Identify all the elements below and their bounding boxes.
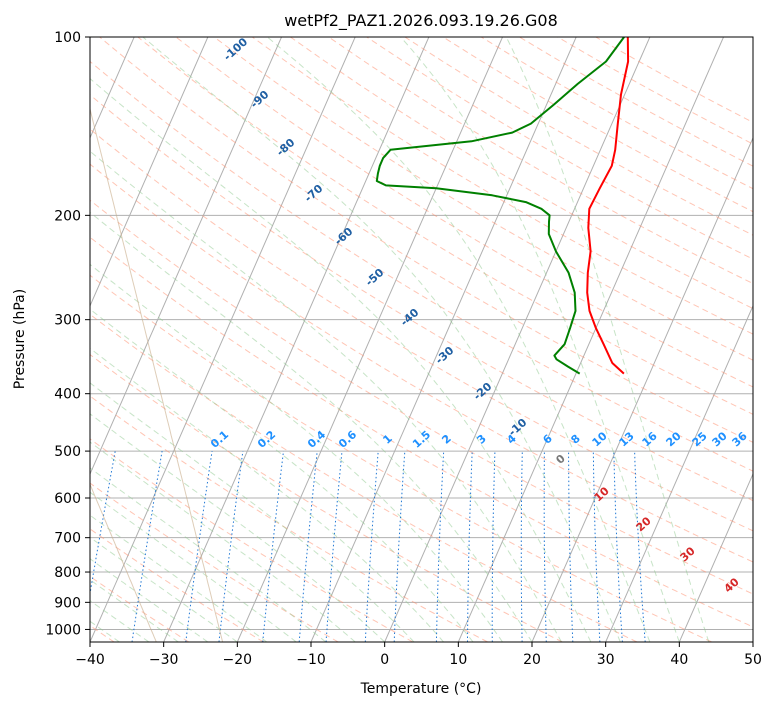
moist-adiabat-line xyxy=(400,37,680,642)
x-tick-label: 0 xyxy=(380,652,389,668)
x-tick-label: 10 xyxy=(449,652,467,668)
x-tick-label: 30 xyxy=(597,652,615,668)
dry-adiabat-line xyxy=(90,60,753,472)
y-tick-label: 600 xyxy=(54,491,81,507)
dry-adiabat-line xyxy=(175,37,753,388)
sounding-series xyxy=(375,37,630,375)
dry-adiabat-line xyxy=(328,37,753,285)
moist-adiabat-line xyxy=(90,514,268,642)
isotherm-line xyxy=(457,37,724,642)
moist-adiabat-line xyxy=(142,37,621,642)
dry-adiabat-line xyxy=(90,482,339,642)
moist-adiabat-line xyxy=(90,467,327,642)
y-tick-label: 100 xyxy=(54,30,81,46)
y-tick-label: 900 xyxy=(54,595,81,611)
moist-adiabat-line xyxy=(505,37,710,642)
y-tick-label: 400 xyxy=(54,387,81,403)
moist-adiabat-line xyxy=(90,441,356,642)
x-tick-label: −20 xyxy=(223,652,253,668)
mixing-ratio-line xyxy=(325,451,343,642)
x-tick-label: −10 xyxy=(296,652,326,668)
moist-adiabat-line xyxy=(90,491,297,642)
sounding-line-1 xyxy=(586,37,630,375)
dry-adiabat-line xyxy=(90,199,753,595)
dry-adiabat-line xyxy=(90,128,753,532)
x-axis: −40 −30 −20 −10 0 10 20 30 40 50 xyxy=(75,642,762,668)
x-tick-label: −40 xyxy=(75,652,105,668)
y-axis: 100 200 300 400 500 600 700 800 900 1000 xyxy=(45,30,90,638)
dry-adiabat-line xyxy=(90,274,712,642)
x-tick-label: 50 xyxy=(744,652,762,668)
y-axis-label: Pressure (hPa) xyxy=(12,289,28,389)
reference-curve xyxy=(90,483,157,642)
moist-adiabat-line xyxy=(90,263,503,642)
isotherm-line xyxy=(90,37,356,642)
moist-adiabat-line xyxy=(90,308,474,642)
moist-adiabat-line xyxy=(90,382,415,642)
moist-adiabat-line xyxy=(90,77,592,642)
y-tick-label: 800 xyxy=(54,565,81,581)
isotherm-line xyxy=(90,37,282,476)
moist-adiabat-line xyxy=(90,536,238,642)
moist-adiabat-line xyxy=(90,211,533,642)
mixing-ratio-line xyxy=(298,451,318,642)
y-tick-label: 1000 xyxy=(45,622,81,638)
plot-frame xyxy=(89,36,754,643)
dry-adiabat-line xyxy=(213,37,753,361)
dry-adiabat-line xyxy=(90,94,753,502)
x-tick-label: 40 xyxy=(670,652,688,668)
isotherm-line xyxy=(678,472,753,642)
moist-adiabat-line xyxy=(90,413,386,642)
isotherm-line xyxy=(236,37,503,642)
isotherm-line xyxy=(163,37,430,642)
y-tick-label: 200 xyxy=(54,208,81,224)
isotherm-line xyxy=(384,37,651,642)
dry-adiabat-line xyxy=(90,313,638,642)
moist-adiabat-line xyxy=(266,37,651,642)
chart-title: wetPf2_PAZ1.2026.093.19.26.G08 xyxy=(284,11,558,31)
x-axis-label: Temperature (°C) xyxy=(360,681,482,697)
background-lines xyxy=(90,37,753,642)
dry-adiabat-line xyxy=(90,236,753,628)
reference-curve xyxy=(90,106,224,642)
mixing-ratio-line xyxy=(218,451,244,642)
dry-adiabat-line xyxy=(90,163,753,563)
isotherm-line xyxy=(90,37,209,308)
sounding-line-2 xyxy=(375,37,625,375)
mixing-ratio-line xyxy=(185,451,213,642)
isotherm-line xyxy=(531,136,753,642)
x-tick-label: −30 xyxy=(149,652,179,668)
moist-adiabat-line xyxy=(90,558,209,642)
moist-adiabat-line xyxy=(90,579,179,642)
moist-adiabat-line xyxy=(90,150,562,642)
y-tick-label: 500 xyxy=(54,444,81,460)
mixing-ratio-line xyxy=(131,451,163,642)
y-tick-label: 300 xyxy=(54,313,81,329)
isotherm-line xyxy=(605,304,753,642)
x-tick-label: 20 xyxy=(523,652,541,668)
dry-adiabat-line xyxy=(90,353,563,642)
y-tick-label: 700 xyxy=(54,531,81,547)
mixing-ratio-line xyxy=(262,451,284,642)
